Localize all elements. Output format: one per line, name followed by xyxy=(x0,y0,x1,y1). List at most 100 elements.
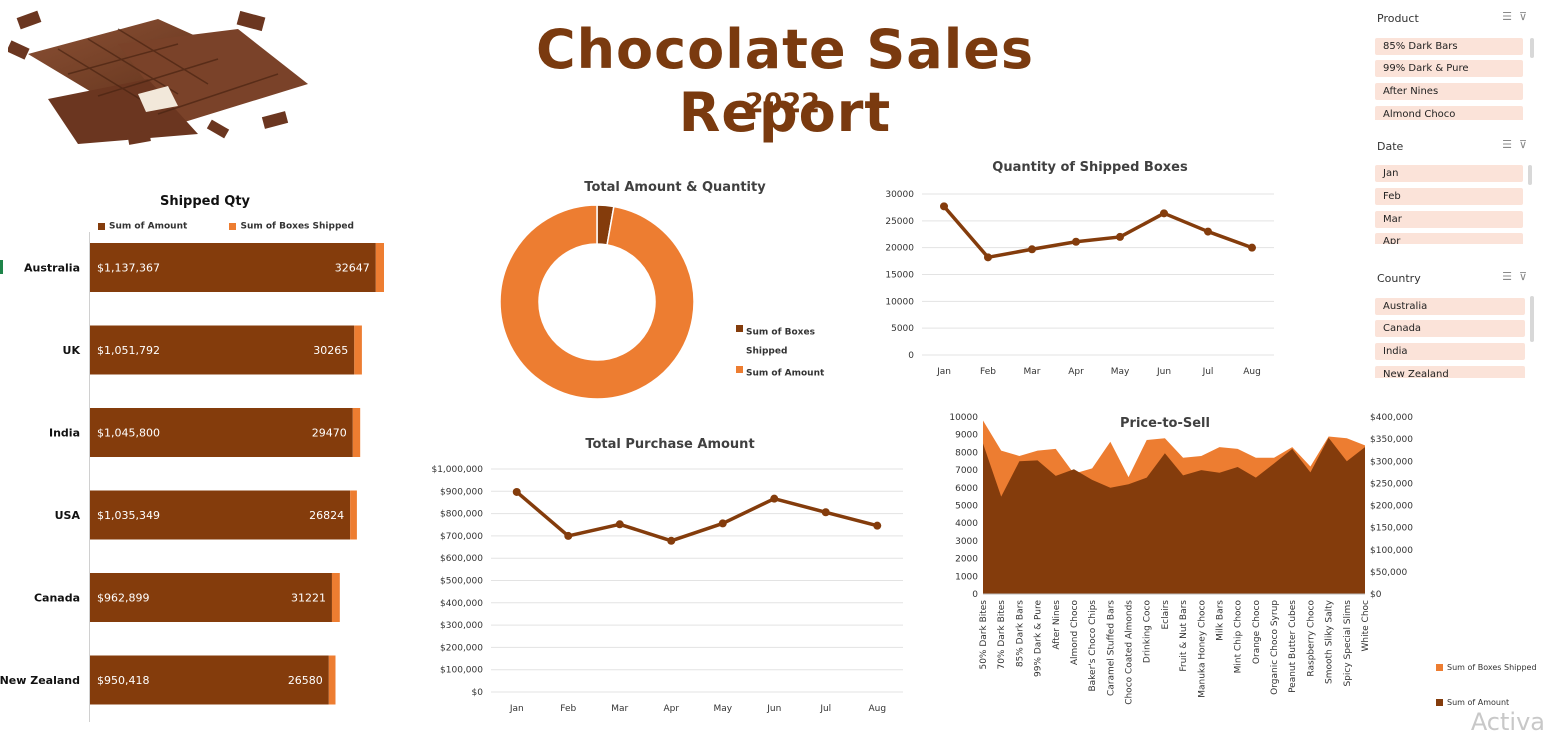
amount-bar xyxy=(90,655,329,705)
country-slicer-item[interactable]: New Zealand xyxy=(1375,366,1525,378)
country-slicer-item[interactable]: Canada xyxy=(1375,320,1525,337)
y-left-tick-label: 6000 xyxy=(955,484,978,494)
product-slicer-item[interactable]: 85% Dark Bars xyxy=(1375,38,1523,55)
qty-data-point xyxy=(1072,237,1080,246)
x-tick-label: Raspberry Choco xyxy=(1306,600,1316,677)
date-slicer-tools: ☰ ⊽ xyxy=(1502,138,1527,151)
report-title: Chocolate Sales Report xyxy=(535,18,1035,144)
area-legend-amount: Sum of Amount xyxy=(1436,692,1544,711)
x-tick-label: Choco Coated Almonds xyxy=(1125,600,1135,705)
purchase-data-point xyxy=(873,521,882,530)
area-legend-boxes-label: Sum of Boxes Shipped xyxy=(1447,663,1537,672)
x-tick-label: Eclairs xyxy=(1161,600,1171,630)
multi-select-icon[interactable]: ☰ xyxy=(1502,10,1512,23)
country-label: Australia xyxy=(24,262,80,275)
bar-axis-line xyxy=(89,232,90,722)
x-tick-label: 99% Dark & Pure xyxy=(1034,600,1044,677)
amount-area xyxy=(983,437,1365,594)
qty-data-point xyxy=(940,202,948,211)
x-tick-label: Feb xyxy=(560,704,576,714)
y-left-tick-label: 4000 xyxy=(955,519,978,529)
y-left-tick-label: 1000 xyxy=(955,572,978,582)
y-tick-label: 20000 xyxy=(885,244,914,254)
x-tick-label: Jun xyxy=(1156,367,1171,377)
y-tick-label: $800,000 xyxy=(440,510,483,520)
x-tick-label: Smooth Sliky Salty xyxy=(1325,599,1335,684)
x-tick-label: Manuka Honey Choco xyxy=(1197,600,1207,698)
clear-filter-icon[interactable]: ⊽ xyxy=(1518,10,1527,23)
x-tick-label: 70% Dark Bites xyxy=(997,600,1007,670)
x-tick-label: White Choc xyxy=(1361,600,1371,652)
donut-slice-amount xyxy=(499,204,695,400)
x-tick-label: Feb xyxy=(980,367,996,377)
amount-bar xyxy=(90,408,353,457)
x-tick-label: Caramel Stuffed Bars xyxy=(1106,600,1116,696)
qty-data-point xyxy=(1116,232,1124,241)
qty-shipped-line-chart: 30000 25000 20000 15000 10000 5000 0 Jan Feb Mar A… xyxy=(885,190,1274,377)
area-legend: Sum of Boxes Shipped Sum of Amount xyxy=(1436,657,1544,711)
clear-filter-icon[interactable]: ⊽ xyxy=(1518,138,1527,151)
purchase-series-line xyxy=(515,490,878,543)
x-tick-label: Baker's Choco Chips xyxy=(1088,600,1098,692)
date-slicer-item[interactable]: Mar xyxy=(1375,211,1523,228)
legend-boxes-swatch xyxy=(229,223,237,230)
product-slicer-item[interactable]: 99% Dark & Pure xyxy=(1375,60,1523,77)
shipped-qty-title: Shipped Qty xyxy=(159,194,251,209)
x-tick-label: Apr xyxy=(663,704,679,714)
boxes-data-label: 29470 xyxy=(312,427,347,440)
purchase-data-point xyxy=(821,508,830,517)
report-year: 2022 xyxy=(744,88,821,119)
amount-data-label: $962,899 xyxy=(97,592,150,605)
product-slicer-item[interactable]: Almond Choco xyxy=(1375,106,1523,120)
y-tick-label: $400,000 xyxy=(440,599,483,609)
x-tick-label: Aug xyxy=(868,704,886,714)
country-slicer-item[interactable]: Australia xyxy=(1375,298,1525,315)
boxes-bar xyxy=(375,243,384,292)
x-tick-label: 85% Dark Bars xyxy=(1015,600,1025,667)
country-slicer-tools: ☰ ⊽ xyxy=(1502,270,1527,283)
country-label: UK xyxy=(63,344,81,357)
qty-data-point xyxy=(1160,209,1168,218)
x-tick-label: Mar xyxy=(611,704,628,714)
purchase-data-point xyxy=(770,494,779,503)
date-slicer-item[interactable]: Feb xyxy=(1375,188,1523,205)
date-slicer-scrollbar[interactable] xyxy=(1528,165,1532,185)
y-right-tick-label: $200,000 xyxy=(1370,502,1413,512)
product-slicer[interactable]: Product ☰ ⊽ 85% Dark Bars 99% Dark & Pur… xyxy=(1375,8,1535,120)
x-tick-label: After Nines xyxy=(1052,600,1062,650)
total-amount-quantity-donut xyxy=(499,204,695,400)
legend-amount-label: Sum of Amount xyxy=(109,221,188,232)
country-slicer[interactable]: Country ☰ ⊽ Australia Canada India New Z… xyxy=(1375,268,1535,378)
date-slicer-item[interactable]: Apr xyxy=(1375,233,1523,244)
date-slicer[interactable]: Date ☰ ⊽ Jan Feb Mar Apr xyxy=(1375,136,1535,244)
y-left-tick-label: 9000 xyxy=(955,431,978,441)
x-tick-label: Aug xyxy=(1243,367,1261,377)
y-right-tick-label: $250,000 xyxy=(1370,479,1413,489)
y-tick-label: $1,000,000 xyxy=(431,465,483,475)
x-tick-label: Jan xyxy=(509,704,524,714)
amount-data-label: $950,418 xyxy=(97,674,150,687)
y-left-tick-label: 8000 xyxy=(955,448,978,458)
y-tick-label: 0 xyxy=(908,351,914,361)
multi-select-icon[interactable]: ☰ xyxy=(1502,138,1512,151)
boxes-data-label: 31221 xyxy=(291,592,326,605)
donut-legend-boxes-swatch xyxy=(736,325,743,332)
country-slicer-scrollbar[interactable] xyxy=(1530,296,1534,342)
product-slicer-item[interactable]: After Nines xyxy=(1375,83,1523,100)
y-right-tick-label: $0 xyxy=(1370,590,1382,600)
y-left-tick-label: 0 xyxy=(972,590,978,600)
country-label: New Zealand xyxy=(0,674,80,687)
product-slicer-scrollbar[interactable] xyxy=(1530,38,1534,58)
purchase-data-point xyxy=(564,531,573,540)
y-tick-label: $100,000 xyxy=(440,666,483,676)
date-slicer-item[interactable]: Jan xyxy=(1375,165,1523,182)
country-slicer-item[interactable]: India xyxy=(1375,343,1525,360)
donut-legend: Sum of Boxes Shipped Sum of Amount xyxy=(736,322,846,382)
activation-watermark: Activa xyxy=(1470,708,1545,736)
donut-legend-amount-label: Sum of Amount xyxy=(746,368,825,379)
amount-bar xyxy=(90,325,355,375)
multi-select-icon[interactable]: ☰ xyxy=(1502,270,1512,283)
price-to-sell-title: Price-to-Sell xyxy=(1120,416,1210,431)
x-tick-label: Spicy Special Slims xyxy=(1343,600,1353,687)
clear-filter-icon[interactable]: ⊽ xyxy=(1518,270,1527,283)
